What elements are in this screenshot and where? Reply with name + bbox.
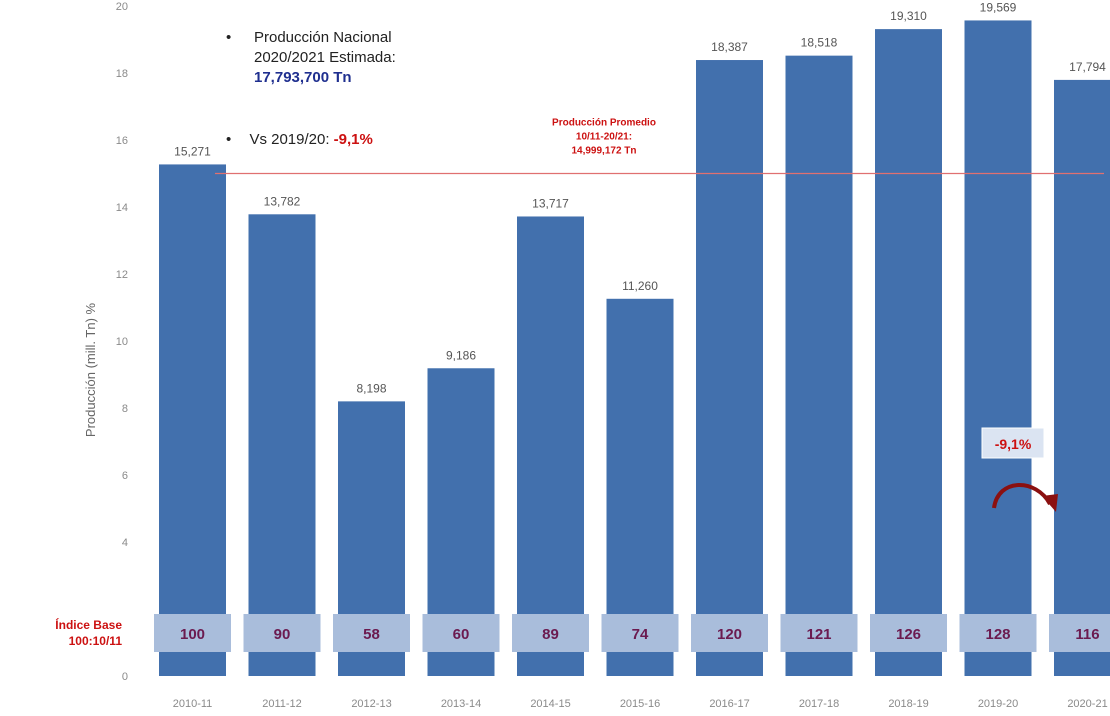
bar-value-label: 9,186 — [446, 348, 476, 362]
bar — [964, 20, 1032, 677]
change-arrow-head — [1042, 494, 1058, 512]
average-label-line: 14,999,172 Tn — [571, 146, 636, 157]
x-tick-label: 2013-14 — [441, 698, 481, 710]
y-tick-label: 16 — [116, 135, 128, 147]
y-axis-label: Producción (mill. Tn) % — [83, 302, 98, 437]
index-value: 116 — [1075, 626, 1099, 643]
change-badge-box — [981, 427, 1045, 459]
y-tick-label: 12 — [116, 269, 128, 281]
index-cell — [422, 614, 500, 652]
bar-value-label: 13,782 — [264, 194, 301, 208]
index-value: 126 — [896, 626, 921, 643]
bullet-1: • — [226, 29, 232, 46]
index-cell — [243, 614, 321, 652]
bar — [248, 214, 316, 677]
index-value: 120 — [717, 626, 742, 643]
index-label-line-1: Índice Base — [55, 617, 122, 632]
index-cell — [154, 614, 231, 652]
y-tick-label: 18 — [116, 68, 128, 80]
index-value: 100 — [180, 626, 205, 643]
vs-value: -9,1% — [333, 131, 373, 148]
index-value: 60 — [453, 626, 470, 643]
x-tick-label: 2016-17 — [709, 698, 749, 710]
y-tick-label: 6 — [122, 470, 128, 482]
y-tick-label: 0 — [122, 671, 128, 683]
x-tick-label: 2012-13 — [351, 698, 391, 710]
index-value: 74 — [632, 626, 649, 643]
change-badge-text: -9,1% — [995, 436, 1032, 452]
index-band-group: Índice Base 100:10/11 100 90 58 60 89 74 120 121 1… — [55, 614, 1110, 652]
y-tick-label: 14 — [116, 202, 128, 214]
y-tick-label: 10 — [116, 336, 128, 348]
x-tick-label: 2020-21 — [1067, 698, 1107, 710]
bullet-2: • — [226, 131, 232, 148]
x-axis: 2010-11 2011-12 2012-13 2013-14 2014-15 2015-… — [173, 698, 1108, 710]
index-cell — [780, 614, 858, 652]
x-tick-label: 2011-12 — [262, 698, 302, 710]
x-tick-label: 2018-19 — [888, 698, 928, 710]
bar-value-label: 19,569 — [980, 0, 1017, 14]
index-cell — [959, 614, 1037, 652]
x-tick-label: 2014-15 — [530, 698, 570, 710]
bar-value-label: 15,271 — [174, 144, 211, 158]
average-label-line: Producción Promedio — [552, 118, 656, 129]
index-value: 58 — [363, 626, 380, 643]
index-value: 90 — [274, 626, 291, 643]
y-tick-label: 4 — [122, 537, 128, 549]
y-axis: 0 4 6 8 10 12 14 16 18 20 — [116, 1, 128, 683]
index-value: 121 — [806, 626, 831, 643]
x-tick-label: 2015-16 — [620, 698, 660, 710]
index-cell — [1049, 614, 1110, 652]
bar — [785, 55, 853, 677]
bars-group: 15,271 13,782 8,198 9,186 13,717 11,260 18,387… — [159, 0, 1110, 677]
average-line-group: Producción Promedio 10/11-20/21: 14,999,17… — [215, 110, 1104, 175]
y-tick-label: 8 — [122, 403, 128, 415]
bar-value-label: 18,518 — [801, 36, 838, 50]
average-label-line: 10/11-20/21: — [576, 132, 632, 143]
index-cell — [601, 614, 679, 652]
bar — [517, 216, 584, 676]
y-tick-label: 20 — [116, 1, 128, 13]
bar — [1054, 79, 1110, 676]
bar-value-label: 13,717 — [532, 196, 569, 210]
index-value: 128 — [985, 626, 1010, 643]
average-label-background — [528, 110, 680, 167]
bar-value-label: 11,260 — [622, 279, 658, 293]
index-cell — [870, 614, 947, 652]
index-cell — [512, 614, 589, 652]
annotation-line-1: Producción Nacional — [254, 29, 392, 46]
bar — [606, 298, 674, 676]
annotation-line-2: 2020/2021 Estimada: — [254, 49, 396, 66]
bar — [159, 164, 226, 676]
bar-value-label: 18,387 — [711, 40, 748, 54]
vs-label: Vs 2019/20: — [249, 131, 330, 148]
bar-value-label: 17,794 — [1069, 60, 1106, 74]
annotation-line-3: 17,793,700 Tn — [254, 69, 352, 86]
bar — [696, 60, 763, 676]
x-tick-label: 2010-11 — [173, 698, 213, 710]
vs-annotation: • Vs 2019/20: -9,1% — [226, 130, 373, 150]
index-cell — [333, 614, 410, 652]
x-tick-label: 2019-20 — [978, 698, 1018, 710]
index-value: 89 — [542, 626, 559, 643]
bar — [875, 29, 942, 677]
change-badge-group: -9,1% — [981, 427, 1058, 512]
index-label-line-2: 100:10/11 — [69, 634, 123, 648]
x-tick-label: 2017-18 — [799, 698, 839, 710]
bar-value-label: 19,310 — [890, 9, 927, 23]
index-cell — [691, 614, 768, 652]
bar-value-label: 8,198 — [356, 381, 386, 395]
